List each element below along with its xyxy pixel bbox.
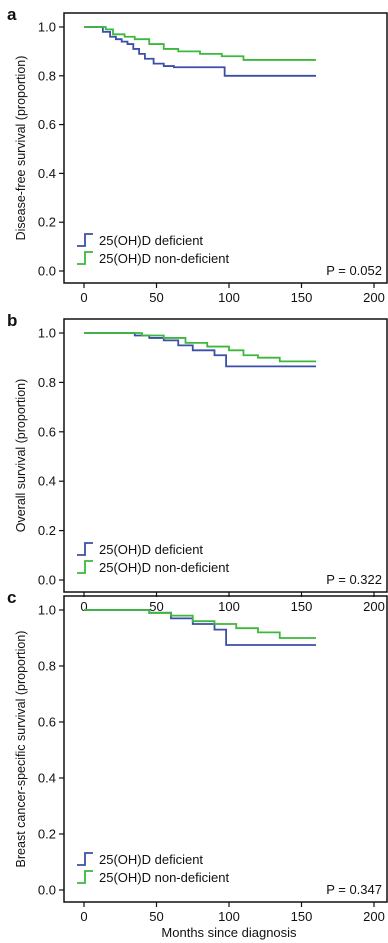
panel-a-x-tick-label-2: 100: [218, 290, 240, 305]
panel-b-x-tick-label-1: 50: [149, 599, 163, 614]
panel-c-legend-label-1: 25(OH)D non-deficient: [99, 870, 229, 885]
panel-c-legend-label-0: 25(OH)D deficient: [99, 852, 203, 867]
panel-b-frame: [63, 318, 388, 593]
panel-a-y-tick-label-0: 0.0: [38, 264, 56, 279]
panel-b-letter: b: [7, 311, 17, 330]
panel-c-x-tick-label-2: 100: [218, 909, 240, 924]
panel-a-disease-free-survival: 0.0 0.2 0.4 0.6 0.8 1.0 0 50 100 150 200 25(OH)D …: [7, 5, 388, 305]
panel-a-y-tick-label-3: 0.6: [38, 117, 56, 132]
panel-b-y-tick-label-0: 0.0: [38, 573, 56, 588]
panel-a-frame: [63, 12, 388, 284]
panel-c-y-tick-label-3: 0.6: [38, 715, 56, 730]
panel-c-x-axis: 0 50 100 150 200: [80, 902, 385, 924]
panel-c-curves: [84, 609, 316, 646]
panel-a-legend-swatch-0: [77, 233, 93, 247]
panel-a-y-axis-label: Disease-free survival (proportion): [14, 56, 28, 241]
panel-c-y-tick-label-0: 0.0: [38, 883, 56, 898]
panel-c-breast-cancer-specific-survival: 0.0 0.2 0.4 0.6 0.8 1.0 0 50 100 150 200 25(OH)D …: [7, 588, 388, 924]
panel-b-y-axis-label: Overall survival (proportion): [14, 379, 28, 533]
panel-c-legend: 25(OH)D deficient 25(OH)D non-deficient: [77, 852, 229, 885]
panel-a-x-tick-label-1: 50: [149, 290, 163, 305]
panel-a-series-non-deficient-curve: [84, 26, 316, 61]
panel-a-legend: 25(OH)D deficient 25(OH)D non-deficient: [77, 233, 229, 266]
panel-a-y-tick-label-5: 1.0: [38, 20, 56, 35]
panel-b-p-value: P = 0.322: [326, 572, 382, 587]
panel-c-y-tick-label-1: 0.2: [38, 827, 56, 842]
panel-c-series-non-deficient-curve: [84, 609, 316, 639]
panel-b-y-tick-label-5: 1.0: [38, 326, 56, 341]
panel-b-y-tick-label-4: 0.8: [38, 375, 56, 390]
panel-c-y-tick-label-5: 1.0: [38, 603, 56, 618]
panel-c-y-tick-label-2: 0.4: [38, 771, 56, 786]
panel-a-series-deficient-curve: [84, 26, 316, 77]
panel-b-legend: 25(OH)D deficient 25(OH)D non-deficient: [77, 542, 229, 575]
panel-c-x-tick-label-0: 0: [80, 909, 87, 924]
panel-b-series-deficient-curve: [84, 332, 316, 368]
panel-b-legend-swatch-1: [77, 560, 93, 574]
panel-b-x-tick-label-2: 100: [218, 599, 240, 614]
panel-b-legend-swatch-0: [77, 542, 93, 556]
panel-b-series-non-deficient-curve: [84, 332, 316, 363]
panel-a-y-tick-label-1: 0.2: [38, 215, 56, 230]
panel-a-y-tick-label-4: 0.8: [38, 68, 56, 83]
panel-a-y-tick-label-2: 0.4: [38, 166, 56, 181]
panel-b-y-axis: 0.0 0.2 0.4 0.6 0.8 1.0: [38, 326, 64, 588]
panel-c-frame: [63, 595, 388, 903]
panel-a-p-value: P = 0.052: [326, 263, 382, 278]
panel-c-letter: c: [7, 588, 16, 607]
panel-a-x-tick-label-0: 0: [80, 290, 87, 305]
panel-c-y-axis-label: Breast cancer-specific survival (proport…: [14, 631, 28, 868]
panel-c-legend-swatch-1: [77, 870, 93, 884]
panel-a-y-axis: 0.0 0.2 0.4 0.6 0.8 1.0: [38, 20, 64, 279]
panel-b-y-tick-label-2: 0.4: [38, 474, 56, 489]
panel-b-legend-label-0: 25(OH)D deficient: [99, 542, 203, 557]
panel-a-legend-label-1: 25(OH)D non-deficient: [99, 251, 229, 266]
panel-a-legend-label-0: 25(OH)D deficient: [99, 233, 203, 248]
panel-c-series-deficient-curve: [84, 609, 316, 646]
panel-a-curves: [84, 26, 316, 77]
panel-a-legend-swatch-1: [77, 251, 93, 265]
panel-a-x-tick-label-4: 200: [363, 290, 385, 305]
panel-a-x-axis: 0 50 100 150 200: [80, 283, 385, 305]
panel-b-x-tick-label-3: 150: [291, 599, 313, 614]
panel-b-y-tick-label-3: 0.6: [38, 424, 56, 439]
panel-c-y-tick-label-4: 0.8: [38, 659, 56, 674]
panel-b-curves: [84, 332, 316, 368]
panel-c-p-value: P = 0.347: [326, 882, 382, 897]
panel-b-overall-survival: 0.0 0.2 0.4 0.6 0.8 1.0 0 50 100 150 200 25(OH)D …: [7, 311, 388, 614]
panel-a-letter: a: [7, 5, 17, 24]
panel-c-x-tick-label-4: 200: [363, 909, 385, 924]
panel-b-y-tick-label-1: 0.2: [38, 523, 56, 538]
panel-a-x-tick-label-3: 150: [291, 290, 313, 305]
panel-c-y-axis: 0.0 0.2 0.4 0.6 0.8 1.0: [38, 603, 64, 898]
panel-b-legend-label-1: 25(OH)D non-deficient: [99, 560, 229, 575]
panel-c-x-tick-label-1: 50: [149, 909, 163, 924]
panel-c-x-tick-label-3: 150: [291, 909, 313, 924]
panel-b-x-tick-label-4: 200: [363, 599, 385, 614]
panel-c-legend-swatch-0: [77, 852, 93, 866]
x-axis-label: Months since diagnosis: [161, 925, 297, 940]
panel-b-x-tick-label-0: 0: [80, 599, 87, 614]
